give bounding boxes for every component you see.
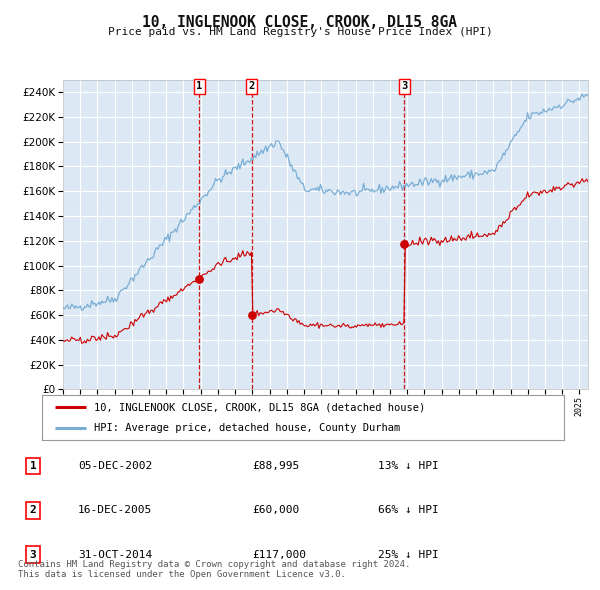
Text: Contains HM Land Registry data © Crown copyright and database right 2024.
This d: Contains HM Land Registry data © Crown c… <box>18 560 410 579</box>
Text: 16-DEC-2005: 16-DEC-2005 <box>78 506 152 515</box>
Text: £117,000: £117,000 <box>252 550 306 559</box>
Text: 31-OCT-2014: 31-OCT-2014 <box>78 550 152 559</box>
Text: 10, INGLENOOK CLOSE, CROOK, DL15 8GA (detached house): 10, INGLENOOK CLOSE, CROOK, DL15 8GA (de… <box>94 402 425 412</box>
Text: 1: 1 <box>196 81 202 91</box>
Text: 05-DEC-2002: 05-DEC-2002 <box>78 461 152 471</box>
Text: HPI: Average price, detached house, County Durham: HPI: Average price, detached house, Coun… <box>94 422 400 432</box>
Text: Price paid vs. HM Land Registry's House Price Index (HPI): Price paid vs. HM Land Registry's House … <box>107 27 493 37</box>
Text: 10, INGLENOOK CLOSE, CROOK, DL15 8GA: 10, INGLENOOK CLOSE, CROOK, DL15 8GA <box>143 15 458 30</box>
Text: £88,995: £88,995 <box>252 461 299 471</box>
Text: 13% ↓ HPI: 13% ↓ HPI <box>378 461 439 471</box>
Text: £60,000: £60,000 <box>252 506 299 515</box>
Text: 2: 2 <box>248 81 255 91</box>
Text: 1: 1 <box>29 461 37 471</box>
Text: 3: 3 <box>401 81 407 91</box>
Point <box>247 310 256 320</box>
Text: 2: 2 <box>29 506 37 515</box>
Point <box>194 274 204 284</box>
Text: 3: 3 <box>29 550 37 559</box>
Text: 66% ↓ HPI: 66% ↓ HPI <box>378 506 439 515</box>
Point <box>400 240 409 249</box>
Text: 25% ↓ HPI: 25% ↓ HPI <box>378 550 439 559</box>
